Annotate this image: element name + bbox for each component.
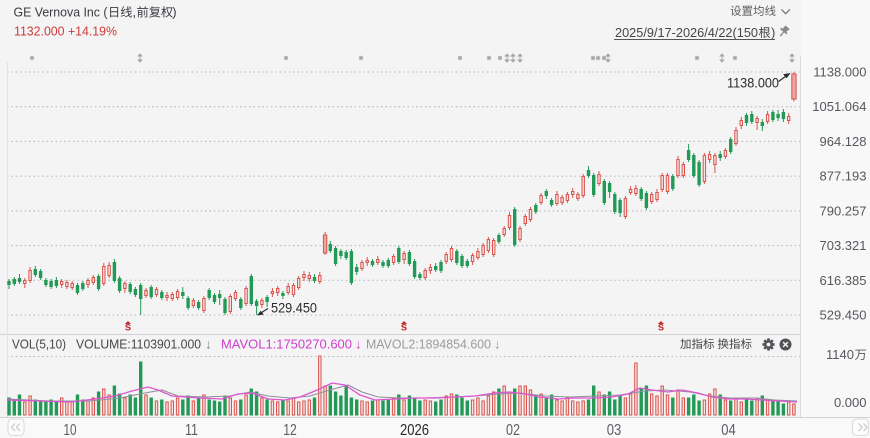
- svg-text:↓: ↓: [494, 337, 501, 352]
- svg-text:703.321: 703.321: [820, 238, 867, 253]
- svg-text:GE Vernova Inc (: GE Vernova Inc (: [14, 5, 109, 20]
- svg-text:790.257: 790.257: [820, 203, 867, 218]
- svg-text:): ): [172, 5, 176, 20]
- svg-text:877.193: 877.193: [820, 169, 867, 184]
- svg-text:1132.000 +14.19%: 1132.000 +14.19%: [14, 24, 117, 39]
- svg-text:↓: ↓: [355, 337, 362, 352]
- svg-text:MAVOL1:1750270.600: MAVOL1:1750270.600: [221, 338, 352, 352]
- svg-text:11: 11: [185, 422, 198, 438]
- svg-text:s: s: [125, 322, 131, 334]
- svg-text:1140: 1140: [826, 347, 854, 362]
- svg-text:02: 02: [506, 422, 520, 438]
- svg-text:s: s: [658, 322, 664, 334]
- svg-text:MAVOL2:1894854.600: MAVOL2:1894854.600: [366, 338, 491, 352]
- svg-text:1051.064: 1051.064: [812, 99, 866, 114]
- svg-text:VOL(5,10): VOL(5,10): [12, 338, 66, 352]
- svg-text:616.385: 616.385: [820, 273, 867, 288]
- svg-text:2025/9/17-2026/4/22(150: 2025/9/17-2026/4/22(150: [615, 25, 758, 40]
- svg-text:,: ,: [133, 5, 137, 20]
- svg-text:↓: ↓: [205, 337, 212, 352]
- svg-text:10: 10: [64, 422, 77, 438]
- svg-text:s: s: [401, 322, 407, 334]
- svg-text:964.128: 964.128: [820, 134, 867, 149]
- svg-text:0.000: 0.000: [834, 395, 867, 410]
- svg-text:VOLUME:1103901.000: VOLUME:1103901.000: [76, 338, 201, 352]
- svg-text:): ): [771, 25, 775, 40]
- svg-text:529.450: 529.450: [820, 308, 867, 323]
- svg-text:12: 12: [283, 422, 297, 438]
- svg-text:1138.000: 1138.000: [813, 65, 866, 80]
- svg-text:1138.000: 1138.000: [727, 75, 779, 91]
- svg-text:529.450: 529.450: [271, 300, 317, 316]
- svg-text:2026: 2026: [400, 422, 429, 438]
- svg-text:04: 04: [721, 422, 736, 438]
- svg-text:03: 03: [607, 422, 622, 438]
